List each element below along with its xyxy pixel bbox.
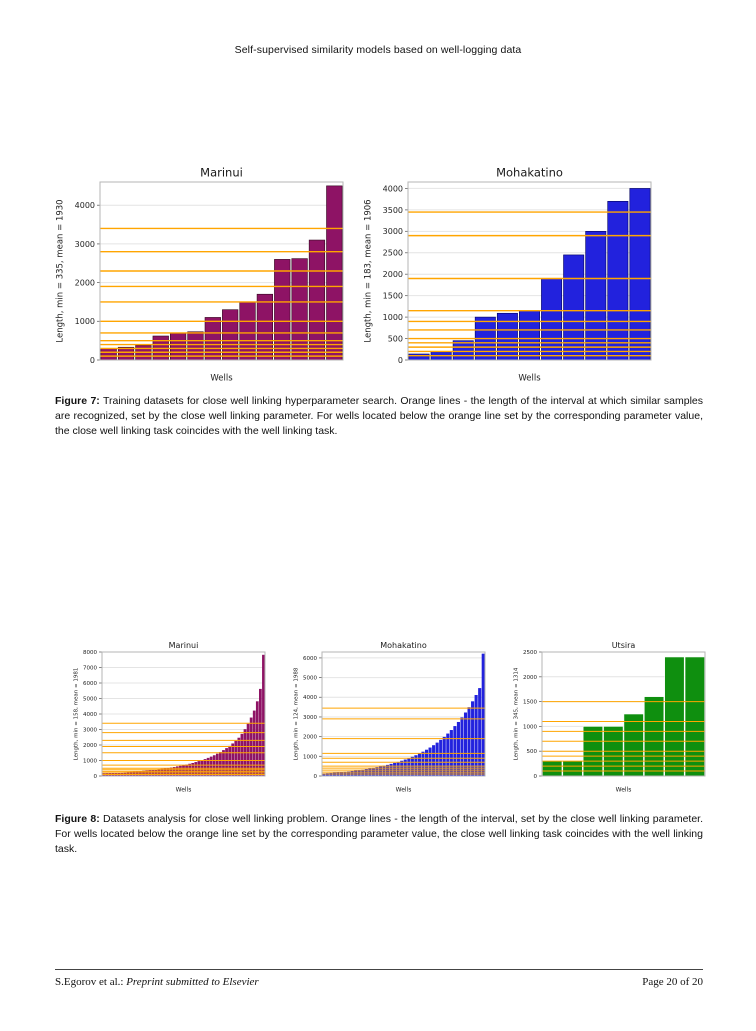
chart-fig8-utsira: 0 500 1000 1500 2000 2500 Utsira Wells Length, m…: [510, 638, 712, 801]
footer-rule: [55, 969, 703, 970]
svg-text:Length, min = 335, mean = 1930: Length, min = 335, mean = 1930: [56, 199, 66, 342]
figure8-caption-text: Datasets analysis for close well linking…: [55, 813, 704, 856]
figure7-charts: 0 1000 2000 3000 4000 Marinui Wells Length, min…: [52, 160, 658, 391]
figure7-label: Figure 7:: [55, 395, 100, 407]
svg-text:Mohakatino: Mohakatino: [380, 641, 427, 650]
svg-text:Marinui: Marinui: [200, 165, 243, 179]
svg-text:4000: 4000: [303, 695, 317, 701]
svg-text:1000: 1000: [75, 317, 95, 326]
svg-text:3000: 3000: [383, 227, 403, 236]
footer: S.Egorov et al.: Preprint submitted to E…: [55, 976, 703, 988]
chart-fig7-marinui: 0 1000 2000 3000 4000 Marinui Wells Length, min…: [52, 160, 350, 391]
svg-text:Length, min = 158, mean = 1981: Length, min = 158, mean = 1981: [74, 668, 80, 761]
svg-text:0: 0: [314, 774, 318, 780]
svg-text:1000: 1000: [83, 758, 97, 764]
svg-text:2500: 2500: [523, 650, 537, 656]
svg-text:Wells: Wells: [518, 373, 541, 383]
svg-text:Length, min = 183, mean = 1906: Length, min = 183, mean = 1906: [364, 199, 374, 342]
svg-text:Marinui: Marinui: [169, 641, 199, 650]
footer-page-number: Page 20 of 20: [642, 976, 703, 988]
svg-text:6000: 6000: [303, 656, 317, 662]
svg-text:1000: 1000: [303, 754, 317, 760]
svg-text:0: 0: [398, 356, 403, 365]
svg-text:Utsira: Utsira: [612, 641, 636, 650]
svg-text:Wells: Wells: [210, 373, 233, 383]
svg-text:2000: 2000: [83, 743, 97, 749]
footer-authors: S.Egorov et al.: Preprint submitted to E…: [55, 976, 259, 988]
svg-text:3500: 3500: [383, 206, 403, 215]
svg-text:4000: 4000: [75, 201, 95, 210]
footer-authors-text: S.Egorov et al.:: [55, 976, 127, 988]
svg-text:8000: 8000: [83, 650, 97, 656]
svg-text:2000: 2000: [523, 675, 537, 681]
svg-text:5000: 5000: [303, 676, 317, 682]
figure7-caption: Figure 7: Training datasets for close we…: [55, 394, 703, 440]
svg-text:Wells: Wells: [616, 787, 632, 794]
footer-preprint-text: Preprint submitted to Elsevier: [126, 976, 259, 988]
svg-text:0: 0: [94, 774, 98, 780]
chart-fig7-mohakatino: 0 500 1000 1500 2000 2500 3000 3500 4000 Mohakati…: [360, 160, 658, 391]
svg-text:1000: 1000: [523, 724, 537, 730]
svg-text:500: 500: [388, 334, 403, 343]
svg-text:Wells: Wells: [396, 787, 412, 794]
svg-text:Length, min = 124, mean = 1988: Length, min = 124, mean = 1988: [294, 667, 300, 760]
svg-text:3000: 3000: [83, 727, 97, 733]
figure8-label: Figure 8:: [55, 813, 100, 825]
chart-fig8-marinui: 0 1000 2000 3000 4000 5000 6000 7000 8000 Marinui…: [70, 638, 272, 801]
svg-text:2500: 2500: [383, 249, 403, 258]
running-head: Self-supervised similarity models based …: [234, 44, 522, 56]
svg-text:1000: 1000: [383, 313, 403, 322]
figure7-caption-text: Training datasets for close well linking…: [55, 395, 703, 438]
svg-text:0: 0: [90, 356, 95, 365]
chart-fig8-mohakatino: 0 1000 2000 3000 4000 5000 6000 Mohakatino Wells…: [290, 638, 492, 801]
svg-text:1500: 1500: [383, 292, 403, 301]
svg-text:5000: 5000: [83, 696, 97, 702]
svg-text:4000: 4000: [83, 712, 97, 718]
svg-text:2000: 2000: [383, 270, 403, 279]
svg-text:3000: 3000: [75, 240, 95, 249]
svg-text:0: 0: [534, 774, 538, 780]
svg-text:1500: 1500: [523, 700, 537, 706]
svg-text:6000: 6000: [83, 681, 97, 687]
svg-text:4000: 4000: [383, 184, 403, 193]
svg-text:500: 500: [527, 749, 538, 755]
svg-text:7000: 7000: [83, 665, 97, 671]
svg-text:3000: 3000: [303, 715, 317, 721]
svg-text:Length, min = 345, mean = 1314: Length, min = 345, mean = 1314: [514, 667, 520, 760]
figure8-caption: Figure 8: Datasets analysis for close we…: [55, 812, 703, 858]
svg-text:Wells: Wells: [176, 787, 192, 794]
svg-text:2000: 2000: [75, 278, 95, 287]
svg-text:Mohakatino: Mohakatino: [496, 165, 563, 179]
figure8-charts: 0 1000 2000 3000 4000 5000 6000 7000 8000 Marinui…: [70, 638, 712, 801]
svg-text:2000: 2000: [303, 735, 317, 741]
